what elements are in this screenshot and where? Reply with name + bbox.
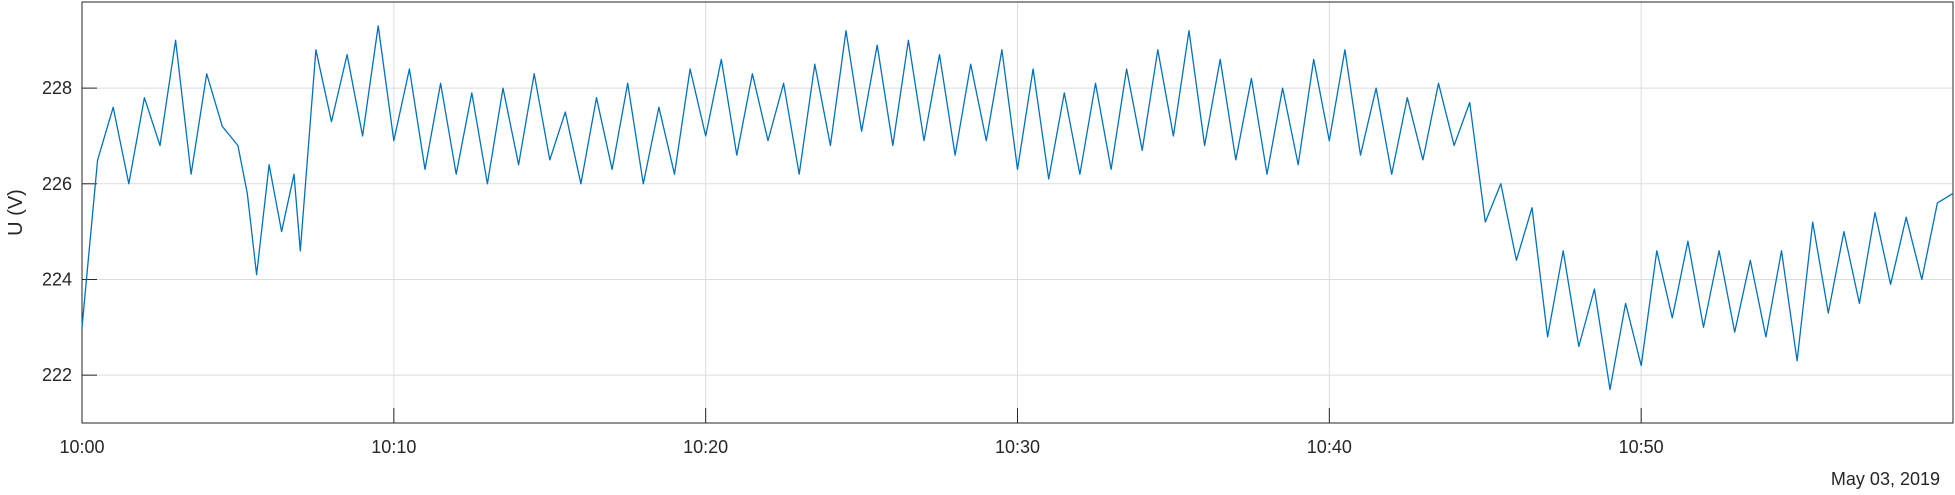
y-tick-labels: 222 224 226 228 — [42, 78, 72, 385]
x-tick-label: 10:00 — [59, 437, 104, 457]
y-tick-label: 226 — [42, 174, 72, 194]
axis-ticks — [81, 87, 1642, 423]
x-tick-label: 10:10 — [371, 437, 416, 457]
x-tick-label: 10:20 — [683, 437, 728, 457]
voltage-series-line — [81, 25, 1954, 391]
y-tick-label: 224 — [42, 269, 72, 289]
x-tick-label: 10:50 — [1619, 437, 1664, 457]
grid — [81, 2, 1953, 423]
x-tick-label: 10:30 — [995, 437, 1040, 457]
y-tick-label: 228 — [42, 78, 72, 98]
x-tick-labels: 10:00 10:10 10:20 10:30 10:40 10:50 — [59, 437, 1663, 457]
y-axis-label: U (V) — [5, 189, 27, 236]
x-tick-label: 10:40 — [1307, 437, 1352, 457]
date-label: May 03, 2019 — [1831, 469, 1940, 489]
y-tick-label: 222 — [42, 365, 72, 385]
